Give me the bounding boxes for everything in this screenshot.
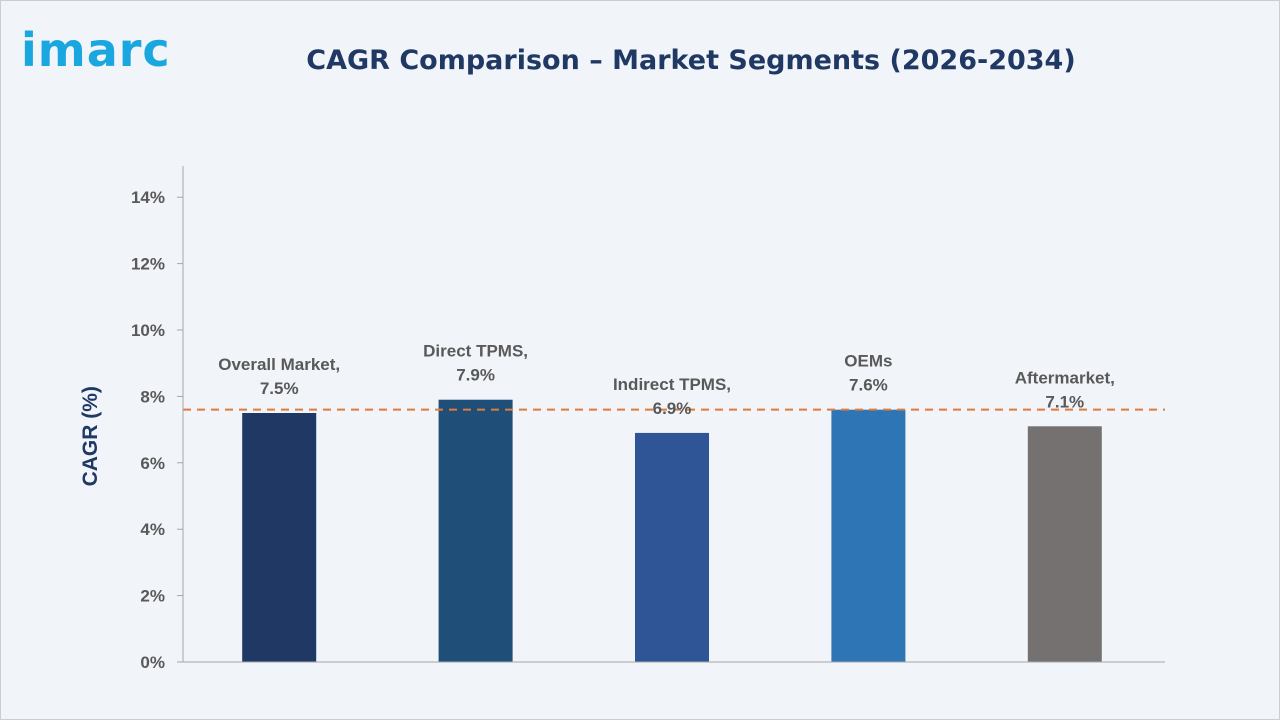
bar-overall-market (242, 413, 317, 662)
bar-aftermarket (1027, 426, 1102, 662)
y-tick-label: 14% (131, 188, 165, 207)
imarc-logo: imarc (21, 23, 171, 77)
y-tick-label: 0% (140, 653, 165, 672)
data-labels: Overall Market, 7.5% Direct TPMS, 7.9% Indir… (218, 342, 1115, 418)
bar-oems (831, 409, 906, 662)
y-tick-label: 10% (131, 321, 165, 340)
y-tick-label: 2% (140, 587, 165, 606)
y-axis-label: CAGR (%) (79, 386, 102, 486)
bar-direct-tpms (438, 399, 513, 662)
y-tick-label: 6% (140, 454, 165, 473)
data-label: Aftermarket, 7.1% (1015, 368, 1115, 411)
y-tick-label: 12% (131, 255, 165, 274)
chart-title: CAGR Comparison – Market Segments (2026-… (306, 45, 1076, 76)
y-axis-ticks: 0% 2% 4% 6% 8% 10% 12% 14% (131, 188, 183, 672)
y-tick-label: 4% (140, 520, 165, 539)
y-tick-label: 8% (140, 387, 165, 406)
data-label: Overall Market, 7.5% (218, 355, 340, 398)
bar-indirect-tpms (635, 432, 709, 662)
data-label: Direct TPMS, 7.9% (423, 342, 528, 385)
data-label: OEMs 7.6% (844, 352, 892, 395)
bars (242, 399, 1102, 662)
data-label: Indirect TPMS, 6.9% (613, 375, 731, 418)
